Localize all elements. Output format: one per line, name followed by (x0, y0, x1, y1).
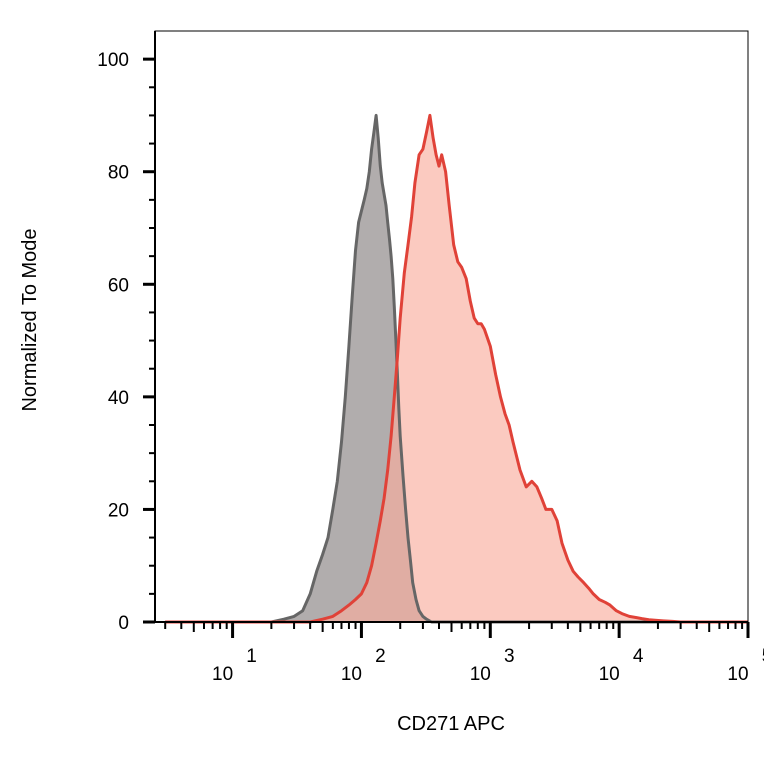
series-2-line (165, 113, 748, 624)
series-2-area (165, 115, 748, 623)
y-tick-label: 60 (108, 275, 129, 296)
y-axis-title: Normalized To Mode (19, 228, 41, 411)
y-tick-label: 0 (118, 613, 129, 634)
x-tick-label: 10 (470, 664, 491, 685)
plot-area (165, 113, 748, 624)
x-tick-exponent: 5 (762, 646, 764, 667)
x-tick-label: 10 (212, 664, 233, 685)
x-axis-title: CD271 APC (397, 713, 505, 735)
axes: 0 20 40 60 80 100 10 1 10 2 10 3 10 4 10 5 (97, 30, 764, 685)
x-tick-label: 10 (341, 664, 362, 685)
x-tick-label: 10 (727, 664, 748, 685)
x-tick-exponent: 4 (633, 646, 644, 667)
y-tick-label: 80 (108, 163, 129, 184)
x-tick-exponent: 2 (375, 646, 386, 667)
y-tick-label: 100 (97, 50, 129, 71)
series-1-line (165, 113, 748, 624)
x-tick-label: 10 (599, 664, 620, 685)
y-tick-label: 20 (108, 500, 129, 521)
x-tick-exponent: 1 (246, 646, 257, 667)
x-tick-exponent: 3 (504, 646, 515, 667)
y-tick-label: 40 (108, 388, 129, 409)
